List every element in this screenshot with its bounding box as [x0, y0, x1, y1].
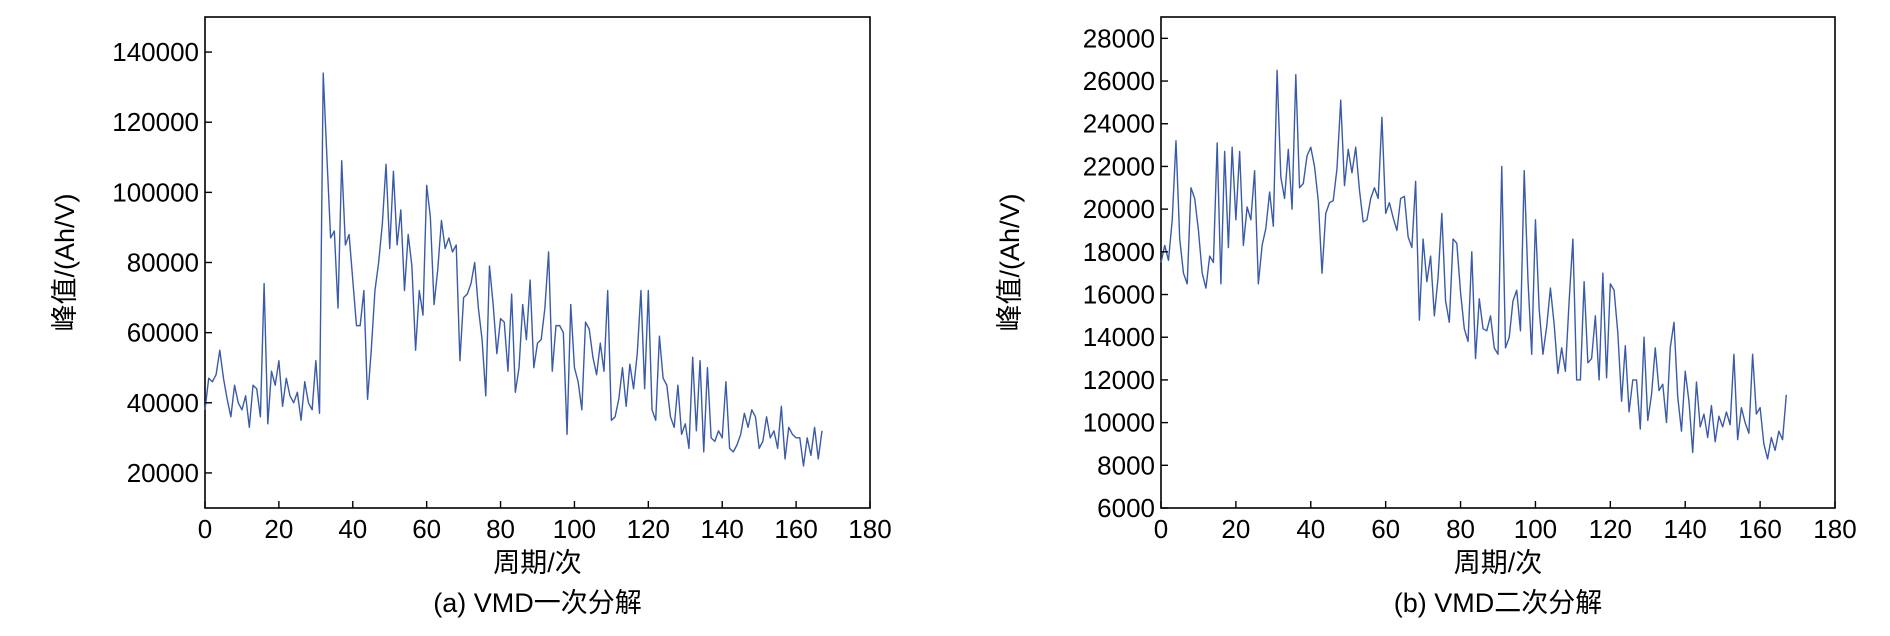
chart1-y-tick-label-3: 12000: [1083, 365, 1155, 395]
chart1-x-tick-label-0: 0: [1154, 514, 1168, 544]
chart1-x-tick-label-1: 20: [1221, 514, 1250, 544]
chart1-x-tick-label-4: 80: [1446, 514, 1475, 544]
chart0-x-tick-label-7: 140: [701, 514, 744, 544]
panel-a: 0 20 40 60 80 100 120 140 160 180 20000 40000 60000 8…: [50, 16, 892, 618]
chart0-y-tick-label-4: 100000: [112, 177, 199, 207]
chart1-y-tick-label-0: 6000: [1097, 493, 1155, 523]
chart1-y-tick-label-5: 16000: [1083, 280, 1155, 310]
chart1-caption: (b) VMD二次分解: [1394, 588, 1603, 618]
chart1-x-tick-label-6: 120: [1589, 514, 1632, 544]
chart1-y-tick-label-11: 28000: [1083, 23, 1155, 53]
chart1-y-tick-label-4: 14000: [1083, 322, 1155, 352]
chart0-y-tick-label-5: 120000: [112, 107, 199, 137]
chart1-x-tick-label-3: 60: [1371, 514, 1400, 544]
chart0-y-tick-label-2: 60000: [127, 318, 199, 348]
chart1-x-axis-label: 周期/次: [1454, 548, 1543, 578]
chart0-y-axis-label: 峰值/(Ah/V): [50, 193, 80, 331]
chart0-x-tick-label-3: 60: [412, 514, 441, 544]
chart1-series-line-0: [1160, 69, 1788, 460]
chart-a: 0 20 40 60 80 100 120 140 160 180 20000 40000 60000 8…: [50, 16, 892, 618]
chart0-y-tick-label-1: 40000: [127, 388, 199, 418]
chart0-x-tick-label-9: 180: [848, 514, 891, 544]
chart0-x-tick-label-2: 40: [338, 514, 367, 544]
chart1-y-tick-label-9: 24000: [1083, 109, 1155, 139]
chart1-y-tick-label-6: 18000: [1083, 237, 1155, 267]
chart1-y-axis-label: 峰值/(Ah/V): [995, 193, 1025, 331]
chart0-x-tick-label-6: 120: [627, 514, 670, 544]
chart0-caption: (a) VMD一次分解: [433, 588, 642, 618]
chart0-y-tick-label-3: 80000: [127, 248, 199, 278]
chart1-y-tick-label-10: 26000: [1083, 66, 1155, 96]
chart1-x-tick-label-5: 100: [1514, 514, 1557, 544]
chart1-y-tick-label-1: 8000: [1097, 450, 1155, 480]
chart1-x-tick-label-8: 160: [1738, 514, 1781, 544]
chart0-x-tick-label-0: 0: [198, 514, 212, 544]
chart0-x-tick-label-1: 20: [264, 514, 293, 544]
chart0-x-axis-label: 周期/次: [493, 548, 582, 578]
chart0-y-tick-label-6: 140000: [112, 37, 199, 67]
chart1-plot-frame: [1160, 16, 1836, 509]
chart0-x-tick-label-4: 80: [486, 514, 515, 544]
chart1-x-tick-label-2: 40: [1296, 514, 1325, 544]
chart1-y-tick-label-7: 20000: [1083, 194, 1155, 224]
chart0-x-tick-label-5: 100: [553, 514, 596, 544]
chart1-y-tick-label-8: 22000: [1083, 151, 1155, 181]
chart0-y-tick-label-0: 20000: [127, 458, 199, 488]
chart1-x-tick-label-7: 140: [1664, 514, 1707, 544]
chart0-x-tick-label-8: 160: [774, 514, 817, 544]
chart1-y-tick-label-2: 10000: [1083, 408, 1155, 438]
panel-b: 0 20 40 60 80 100 120 140 160 180 6000 8000 10000 120…: [945, 0, 1890, 636]
chart1-x-tick-label-9: 180: [1813, 514, 1856, 544]
chart0-series-line-0: [204, 72, 823, 467]
chart-b: 0 20 40 60 80 100 120 140 160 180 6000 8000 10000 120…: [995, 16, 1857, 618]
